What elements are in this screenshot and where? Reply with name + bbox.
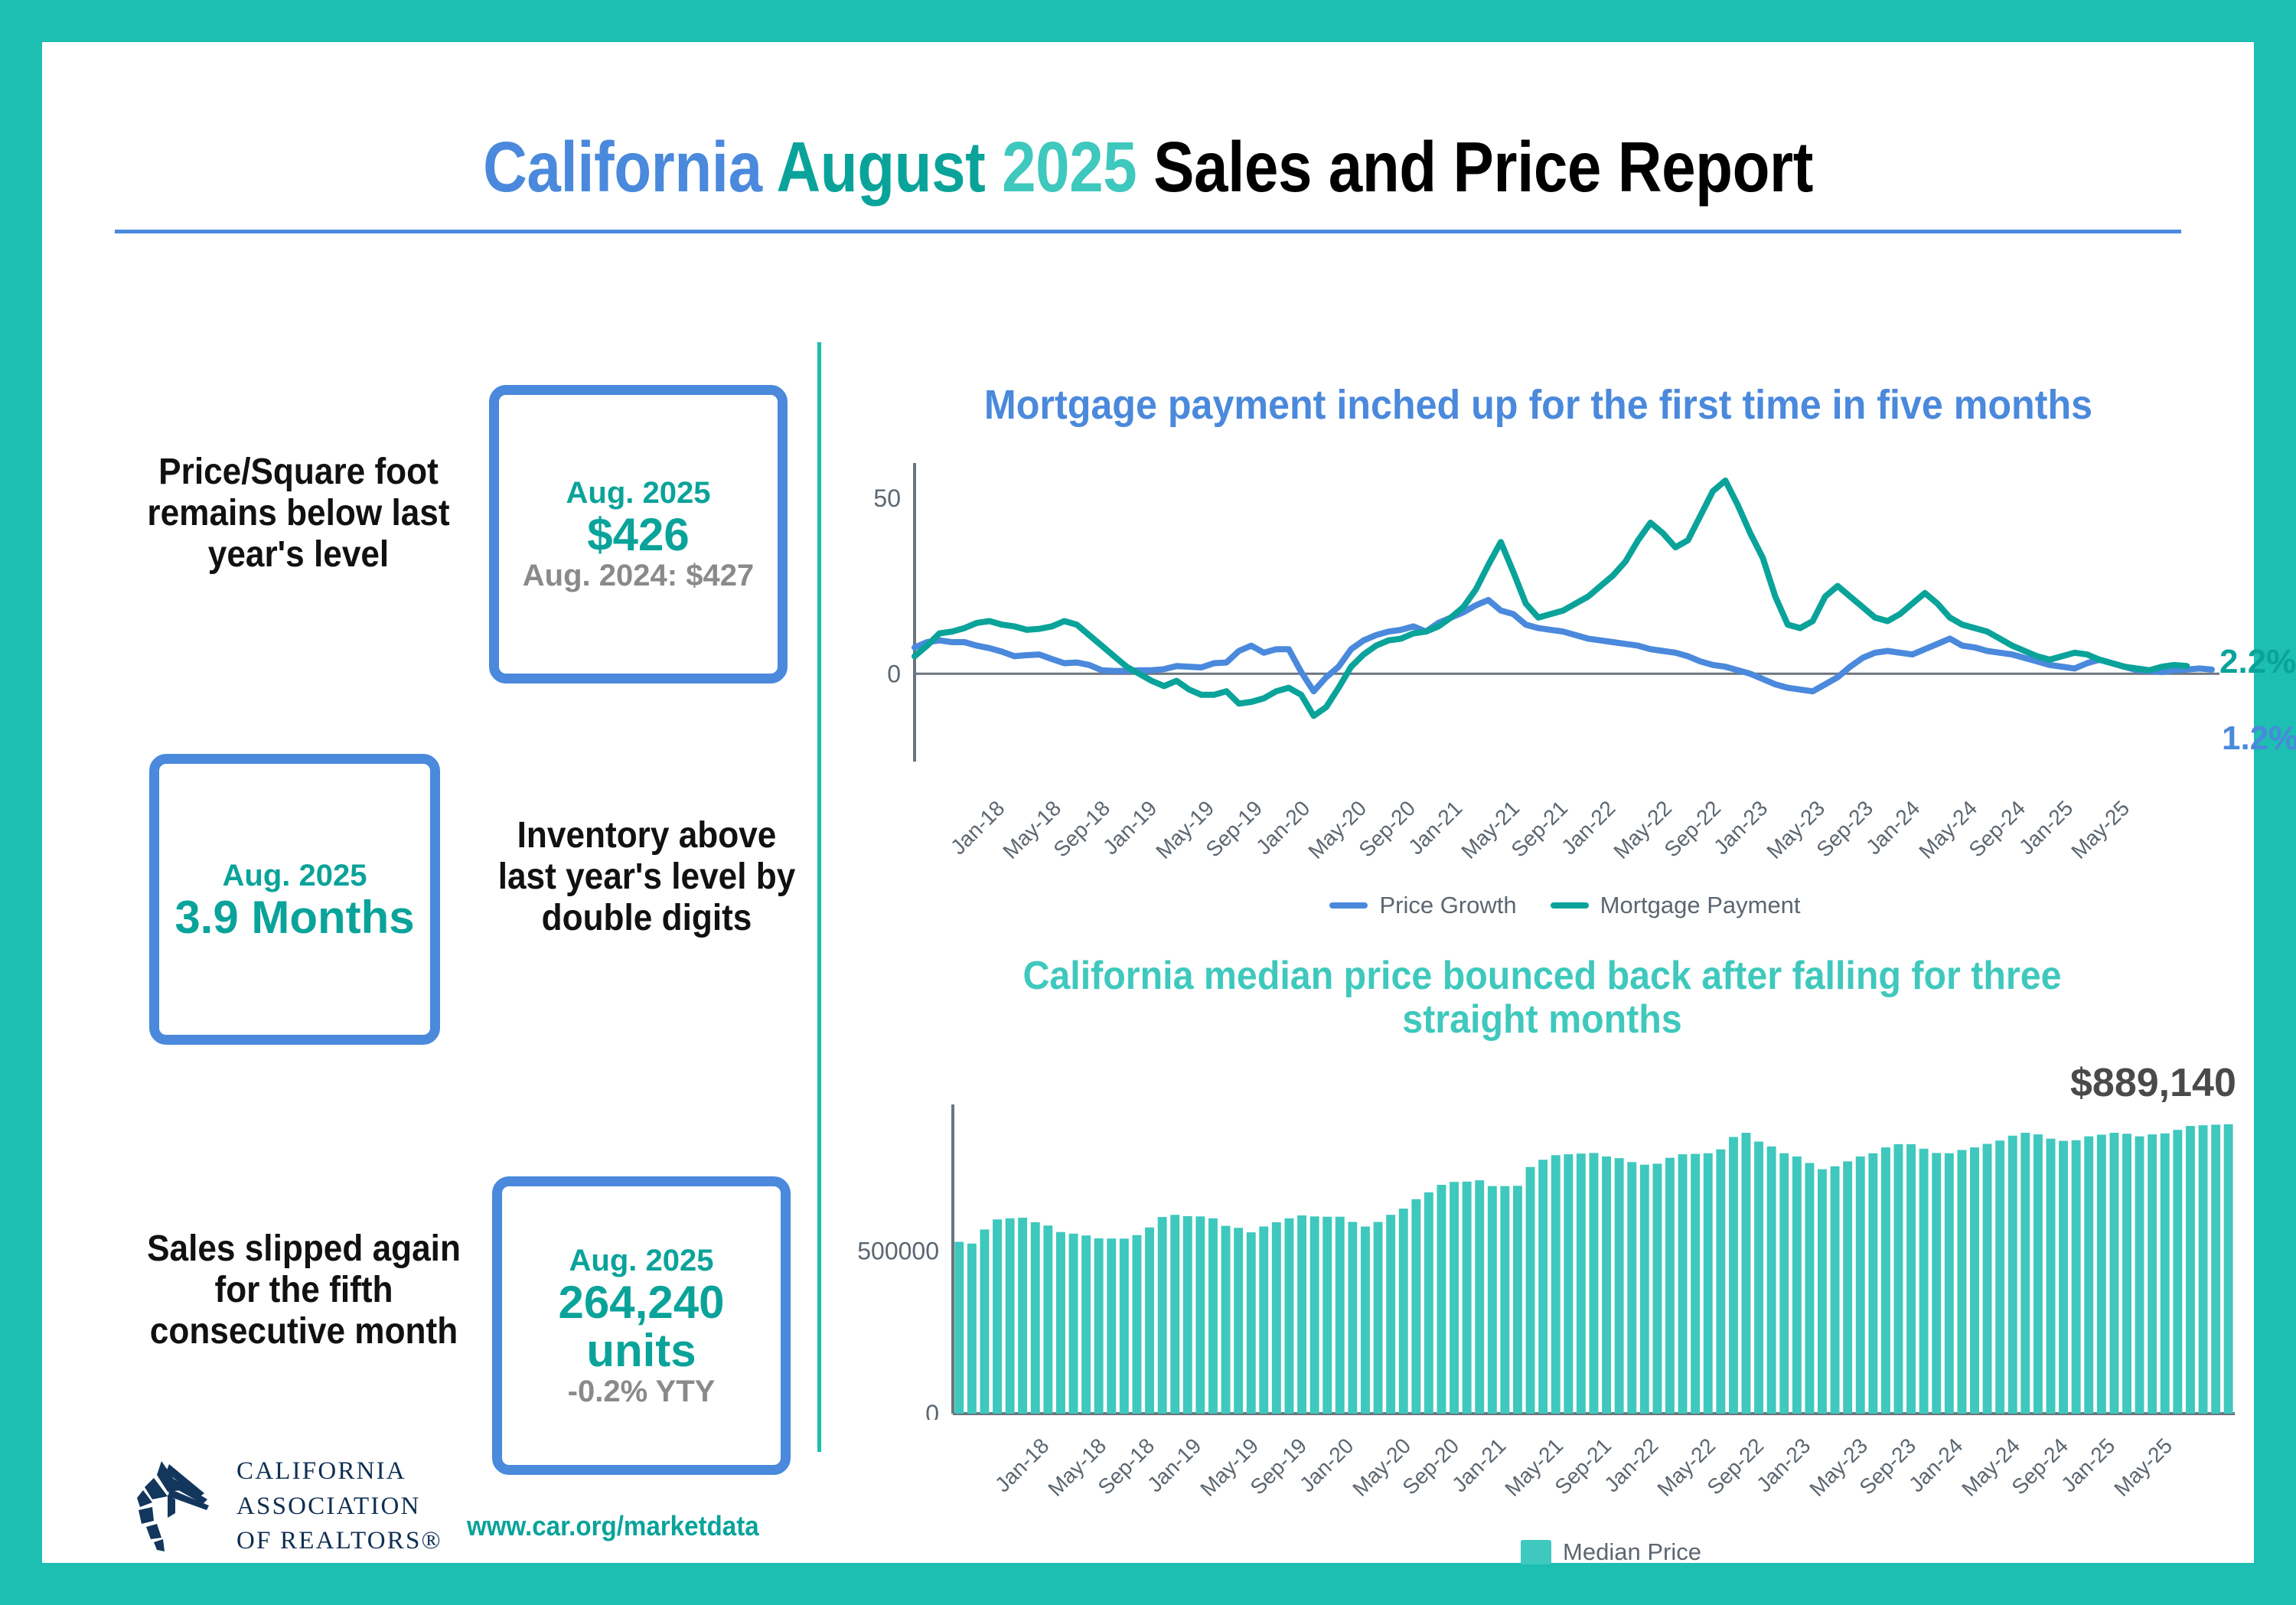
title-divider-rule (115, 230, 2181, 233)
car-logo-text: CALIFORNIA ASSOCIATION OF REALTORS® (236, 1454, 442, 1559)
inventory-box: Aug. 2025 3.9 Months (149, 754, 440, 1045)
x-axis-label: Jan-23 (1752, 1434, 1815, 1497)
sales-sub: -0.2% YTY (567, 1374, 716, 1408)
legend-label-median-price: Median Price (1563, 1538, 1701, 1565)
x-axis-label: Jan-25 (2014, 796, 2078, 860)
line-chart-legend: Price Growth Mortgage Payment (1297, 892, 1833, 919)
price-per-sqft-caption: Price/Square foot remains below last yea… (147, 452, 450, 575)
svg-text:500000: 500000 (857, 1237, 939, 1264)
x-axis-label: Jan-19 (1143, 1434, 1206, 1497)
x-axis-label: May-21 (1500, 1434, 1567, 1501)
price-per-sqft-sub: Aug. 2024: $427 (522, 559, 755, 593)
mortgage-payment-end-label: 2.2% (2219, 643, 2296, 680)
x-axis-label: May-22 (1609, 796, 1677, 863)
sales-period: Aug. 2025 (569, 1243, 714, 1277)
x-axis-label: May-24 (1957, 1434, 2024, 1501)
line-chart-title: Mortgage payment inched up for the first… (983, 382, 2093, 428)
title-part-august: August (776, 127, 1003, 207)
x-axis-label: Jan-18 (946, 796, 1009, 860)
bar-chart-plot: 0 500000 (857, 1104, 2235, 1427)
x-axis-label: Jan-21 (1404, 796, 1467, 860)
x-axis-label: Jan-18 (990, 1434, 1054, 1497)
logo-line-2: ASSOCIATION (236, 1492, 421, 1520)
legend-swatch-price-growth-icon (1329, 902, 1368, 909)
title-part-california: California (483, 127, 777, 207)
line-chart-plot: 0 50 (873, 463, 2219, 762)
x-axis-label: May-19 (1195, 1434, 1263, 1501)
x-axis-label: Jan-24 (1861, 796, 1926, 860)
price-growth-end-label: 1.2% (2222, 719, 2296, 757)
x-axis-label: Jan-22 (1556, 796, 1620, 860)
bar-chart-title: California median price bounced back aft… (1022, 954, 2062, 1042)
x-axis-label: May-24 (1914, 796, 1982, 863)
sales-caption: Sales slipped again for the fifth consec… (147, 1228, 461, 1352)
x-axis-label: May-23 (1805, 1434, 1872, 1501)
legend-item-median-price: Median Price (1521, 1538, 1701, 1566)
car-logo-mark-icon (137, 1461, 209, 1552)
x-axis-label: May-25 (2109, 1434, 2177, 1501)
title-part-subject: Sales and Price Report (1153, 127, 1813, 207)
x-axis-label: Jan-24 (1904, 1434, 1968, 1497)
x-axis-label: May-20 (1303, 796, 1371, 863)
svg-text:0: 0 (925, 1400, 939, 1420)
car-logo: CALIFORNIA ASSOCIATION OF REALTORS® (134, 1454, 442, 1559)
x-axis-label: May-18 (1042, 1434, 1110, 1501)
legend-item-price-growth: Price Growth (1329, 892, 1517, 919)
x-axis-label: May-20 (1347, 1434, 1415, 1501)
price-per-sqft-value: $426 (587, 509, 690, 561)
x-axis-label: May-22 (1652, 1434, 1720, 1501)
price-per-sqft-box: Aug. 2025 $426 Aug. 2024: $427 (489, 385, 788, 683)
legend-swatch-median-price-icon (1521, 1540, 1552, 1564)
x-axis-label: May-21 (1456, 796, 1524, 863)
inventory-period: Aug. 2025 (222, 858, 367, 892)
svg-text:0: 0 (887, 660, 901, 687)
logo-line-1: CALIFORNIA (236, 1457, 406, 1485)
x-axis-label: Jan-20 (1251, 796, 1315, 860)
column-divider (817, 342, 821, 1452)
logo-line-3: OF REALTORS® (236, 1527, 442, 1555)
median-price-value-label: $889,140 (2070, 1061, 2236, 1105)
sales-value: 264,240 units (558, 1276, 725, 1376)
market-data-url[interactable]: www.car.org/marketdata (467, 1510, 759, 1541)
x-axis-label: May-19 (1151, 796, 1219, 863)
x-axis-label: Jan-25 (2056, 1434, 2120, 1497)
bar-chart-legend: Median Price (1412, 1538, 1810, 1566)
title-part-year: 2025 (1002, 127, 1154, 207)
content-card: California August 2025 Sales and Price R… (42, 42, 2296, 1566)
svg-text:50: 50 (873, 484, 901, 512)
median-price-bar-chart: 0 500000 (853, 1098, 2254, 1427)
inventory-caption: Inventory above last year's level by dou… (497, 815, 796, 938)
x-axis-label: Jan-20 (1295, 1434, 1358, 1497)
inventory-value: 3.9 Months (174, 891, 415, 943)
x-axis-label: Jan-22 (1600, 1434, 1663, 1497)
sales-box: Aug. 2025 264,240 units -0.2% YTY (492, 1176, 791, 1475)
legend-item-mortgage-payment: Mortgage Payment (1550, 892, 1801, 919)
legend-label-price-growth: Price Growth (1379, 892, 1517, 918)
page-title: California August 2025 Sales and Price R… (197, 126, 2099, 208)
price-per-sqft-period: Aug. 2025 (566, 476, 711, 511)
legend-label-mortgage-payment: Mortgage Payment (1600, 892, 1801, 918)
x-axis-label: May-18 (998, 796, 1066, 863)
legend-swatch-mortgage-payment-icon (1550, 902, 1589, 909)
x-axis-label: May-25 (2066, 796, 2135, 863)
x-axis-label: Jan-21 (1447, 1434, 1511, 1497)
x-axis-label: Jan-19 (1098, 796, 1162, 860)
x-axis-label: May-23 (1761, 796, 1829, 863)
mortgage-price-line-chart: 0 50 (830, 455, 2254, 777)
